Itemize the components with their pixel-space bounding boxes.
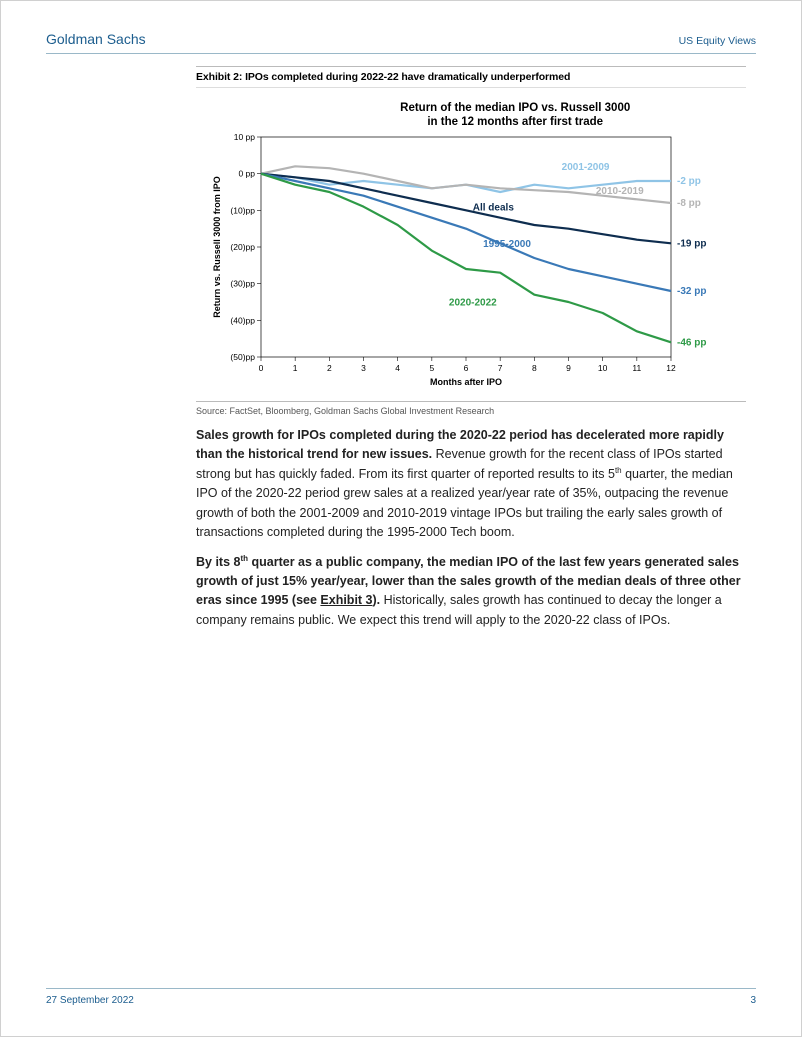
chart-source: Source: FactSet, Bloomberg, Goldman Sach… [196,401,746,416]
svg-text:-8 pp: -8 pp [677,198,701,209]
svg-text:3: 3 [361,363,366,373]
svg-text:9: 9 [566,363,571,373]
brand-name: Goldman Sachs [46,31,146,47]
svg-text:-19 pp: -19 pp [677,238,706,249]
svg-text:5: 5 [429,363,434,373]
svg-text:-2 pp: -2 pp [677,176,701,187]
svg-text:0 pp: 0 pp [238,169,255,179]
svg-text:2020-2022: 2020-2022 [449,298,497,309]
content-column: Exhibit 2: IPOs completed during 2022-22… [196,66,746,630]
svg-text:2: 2 [327,363,332,373]
chart-container: 10 pp 0 pp (10)pp (20)pp (30)pp (40)pp (50)pp 0… [196,92,746,397]
svg-text:1995-2000: 1995-2000 [483,239,531,250]
section-name: US Equity Views [679,35,756,47]
line-chart: 10 pp 0 pp (10)pp (20)pp (30)pp (40)pp (50)pp 0… [206,97,726,387]
svg-text:Return of the median IPO vs. R: Return of the median IPO vs. Russell 300… [400,102,630,114]
svg-text:4: 4 [395,363,400,373]
svg-text:10 pp: 10 pp [234,132,256,142]
svg-text:(30)pp: (30)pp [230,279,255,289]
svg-text:(50)pp: (50)pp [230,352,255,362]
svg-text:7: 7 [498,363,503,373]
svg-text:(20)pp: (20)pp [230,242,255,252]
footer-date: 27 September 2022 [46,995,134,1006]
paragraph-1: Sales growth for IPOs completed during t… [196,426,746,542]
page: Goldman Sachs US Equity Views Exhibit 2:… [0,0,802,1037]
svg-text:8: 8 [532,363,537,373]
page-header: Goldman Sachs US Equity Views [46,31,756,54]
svg-text:1: 1 [293,363,298,373]
svg-text:(40)pp: (40)pp [230,315,255,325]
svg-text:(10)pp: (10)pp [230,205,255,215]
page-footer: 27 September 2022 3 [46,988,756,1006]
svg-text:All deals: All deals [473,202,515,213]
footer-page: 3 [750,995,756,1006]
svg-text:12: 12 [666,363,676,373]
svg-text:-46 pp: -46 pp [677,337,706,348]
svg-text:0: 0 [259,363,264,373]
exhibit-link[interactable]: Exhibit 3 [320,593,372,607]
p1-sup: th [615,466,622,475]
svg-text:10: 10 [598,363,608,373]
svg-text:-32 pp: -32 pp [677,286,706,297]
exhibit-title: Exhibit 2: IPOs completed during 2022-22… [196,66,746,88]
svg-text:Return vs. Russell 3000 from I: Return vs. Russell 3000 from IPO [212,176,222,318]
svg-text:2001-2009: 2001-2009 [562,162,610,173]
svg-text:11: 11 [632,363,641,373]
svg-text:Months after IPO: Months after IPO [430,377,502,387]
svg-text:in the 12 months after first t: in the 12 months after first trade [427,116,603,128]
svg-text:6: 6 [464,363,469,373]
svg-text:2010-2019: 2010-2019 [596,186,644,197]
paragraph-2: By its 8th quarter as a public company, … [196,552,746,630]
